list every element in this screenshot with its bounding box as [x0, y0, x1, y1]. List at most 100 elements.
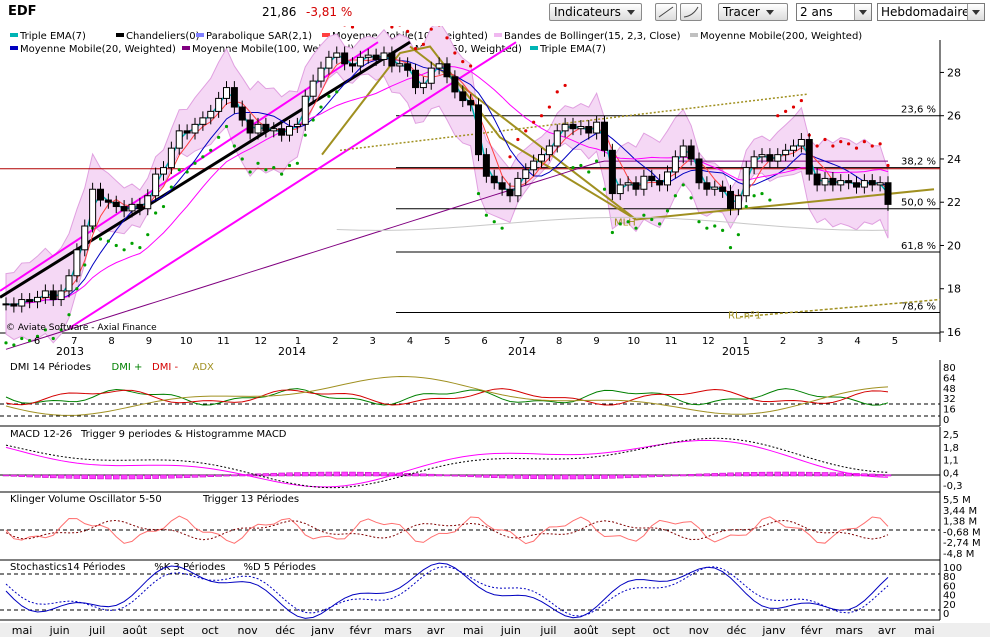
macd-histogram-bar — [530, 474, 537, 480]
month-label: 3 — [370, 336, 376, 347]
x-axis-month-label: oct — [653, 624, 671, 637]
ma-100-line — [5, 160, 888, 350]
sar-dot — [217, 135, 221, 139]
candle-body — [577, 126, 585, 130]
candle-body — [254, 123, 262, 134]
sar-dot — [587, 170, 591, 174]
candle-body — [853, 182, 860, 188]
chart-area: Triple EMA(7) Chandeliers(0) Parabolique S… — [0, 26, 990, 637]
sar-dot — [524, 129, 528, 133]
candle-body — [160, 167, 167, 175]
month-label: 1 — [295, 336, 301, 347]
macd-line — [5, 439, 889, 488]
trend-line-magenta-lower — [69, 41, 517, 329]
sar-dot — [878, 142, 882, 146]
sar-dot — [413, 47, 418, 51]
month-label: 11 — [217, 336, 230, 347]
sar-dot — [461, 60, 465, 64]
price-tick-label: 26 — [947, 110, 961, 123]
candle-body — [435, 63, 443, 69]
candle-body — [514, 177, 522, 197]
sar-dot — [642, 213, 646, 217]
sar-dot — [224, 124, 229, 129]
sar-dot — [744, 204, 748, 209]
candle-body — [797, 138, 805, 147]
sar-dot — [35, 334, 40, 338]
candle-body — [419, 82, 427, 89]
legend-swatch — [10, 33, 18, 37]
candle-body — [175, 130, 183, 149]
macd-histogram-bar — [231, 474, 238, 477]
candle-body — [301, 95, 309, 125]
candle-body — [183, 130, 191, 134]
macd-histogram-bar — [278, 472, 285, 477]
stoch-legend-label: %K 3 Périodes — [154, 561, 225, 573]
draw-button[interactable]: Tracer — [718, 3, 788, 21]
macd-histogram-bar — [443, 474, 451, 477]
macd-histogram-bar — [105, 474, 112, 480]
sar-dot — [193, 161, 197, 165]
macd-histogram-bar — [514, 474, 522, 479]
candle-body — [553, 130, 561, 147]
candle-body — [687, 145, 695, 160]
stoch-tick-label: 60 — [943, 581, 956, 592]
macd-histogram-bar — [711, 473, 718, 477]
klinger-tick-label: -0,68 M — [943, 527, 981, 538]
macd-histogram-bar — [215, 474, 222, 477]
macd-histogram-bar — [89, 474, 96, 480]
candle-body — [475, 104, 482, 156]
year-label: 2014 — [278, 345, 306, 358]
x-axis-band — [0, 623, 990, 637]
sar-dot — [429, 27, 433, 31]
macd-histogram-bar — [294, 472, 301, 477]
candle-body — [860, 180, 868, 188]
period-select[interactable]: 2 ans — [796, 3, 872, 21]
candle-body — [561, 123, 569, 132]
sar-dot — [571, 166, 575, 170]
sar-dot — [776, 114, 780, 118]
macd-histogram-bar — [695, 473, 703, 477]
candle-body — [349, 63, 356, 67]
log-scale-button[interactable] — [680, 3, 702, 21]
candle-body — [530, 160, 538, 171]
macd-histogram-bar — [270, 472, 277, 477]
macd-histogram-bar — [837, 472, 844, 477]
macd-histogram-bar — [10, 474, 18, 477]
indicators-button[interactable]: Indicateurs — [549, 3, 642, 21]
legend-swatch — [196, 33, 204, 37]
sar-dot — [154, 211, 158, 215]
legend-swatch — [182, 46, 190, 50]
toolbar: EDF 21,86 -3,81 % Indicateurs Tracer 2 a… — [0, 0, 990, 26]
month-label: 9 — [593, 336, 599, 347]
sar-dot — [327, 94, 331, 98]
fib-label: 78,6 % — [901, 302, 936, 313]
macd-histogram-bar — [120, 474, 128, 480]
candle-body — [65, 275, 73, 292]
frequency-value: Hebdomadaire — [881, 5, 970, 19]
macd-histogram-bar — [813, 472, 821, 477]
macd-histogram-bar — [703, 473, 711, 477]
candle-body — [104, 199, 112, 203]
sar-dot — [114, 243, 118, 248]
candle-body — [522, 169, 530, 179]
sar-dot — [768, 198, 772, 202]
klinger-trigger-line — [5, 519, 889, 541]
macd-histogram-bar — [522, 474, 529, 479]
x-axis-month-label: déc — [275, 624, 295, 637]
sar-dot — [721, 228, 725, 232]
year-label: 2013 — [56, 345, 84, 358]
candle-body — [278, 128, 286, 136]
frequency-select[interactable]: Hebdomadaire — [877, 3, 985, 21]
line-scale-button[interactable] — [655, 3, 677, 21]
candle-body — [443, 63, 451, 78]
macd-histogram-bar — [42, 474, 49, 478]
candle-body — [482, 154, 490, 177]
chevron-down-icon — [626, 10, 635, 15]
sar-dot — [185, 170, 189, 174]
fib-label: 38,2 % — [901, 157, 936, 168]
macd-histogram-bar — [309, 471, 317, 477]
sar-dot — [847, 142, 851, 146]
macd-histogram-bar — [451, 474, 459, 477]
candle-body — [10, 303, 18, 307]
draw-label: Tracer — [723, 5, 760, 19]
